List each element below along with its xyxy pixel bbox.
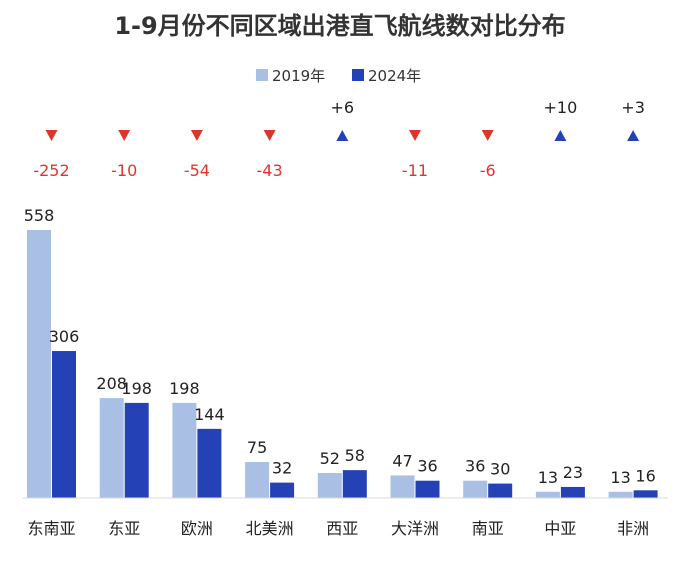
bar-series2-5: [342, 470, 367, 498]
bar-series1-3: [172, 402, 197, 498]
data-label-series1-8: 13: [538, 468, 558, 487]
legend-label-1: 2019年: [272, 67, 325, 85]
bar-series2-2: [124, 402, 149, 498]
change-label-1: -252: [33, 161, 69, 180]
bar-series1-7: [463, 480, 488, 498]
data-label-series2-5: 58: [345, 446, 365, 465]
bar-series2-8: [560, 486, 585, 498]
legend-label-2: 2024年: [368, 67, 421, 85]
bar-series2-6: [415, 480, 440, 498]
bar-series2-9: [633, 490, 658, 498]
change-indicators: -252 -10 -54 -43 +6 -11 -6 +10 +3: [33, 98, 645, 180]
chart-title: 1-9月份不同区域出港直飞航线数对比分布: [114, 12, 565, 40]
bar-series1-2: [99, 398, 124, 498]
bar-series2-7: [488, 483, 513, 498]
category-label-6: 大洋洲: [391, 519, 439, 538]
change-label-8: +10: [544, 98, 578, 117]
category-label-4: 北美洲: [246, 519, 294, 538]
change-label-4: -43: [257, 161, 283, 180]
data-label-series2-6: 36: [417, 457, 437, 476]
data-label-series1-6: 47: [392, 451, 412, 470]
data-label-series1-7: 36: [465, 457, 485, 476]
data-label-series2-4: 32: [272, 459, 292, 478]
legend-swatch-1: [256, 69, 268, 81]
decrease-arrow-icon: [481, 130, 494, 141]
bar-series1-9: [608, 491, 633, 498]
data-label-series2-1: 306: [49, 327, 80, 346]
increase-arrow-icon: [627, 130, 640, 141]
data-label-series1-9: 13: [610, 468, 630, 487]
bar-series1-4: [245, 461, 270, 498]
category-label-2: 东亚: [108, 519, 140, 538]
data-label-series2-7: 30: [490, 460, 510, 479]
increase-arrow-icon: [554, 130, 567, 141]
change-label-9: +3: [621, 98, 645, 117]
decrease-arrow-icon: [45, 130, 58, 141]
category-label-9: 非洲: [617, 519, 649, 538]
category-label-8: 中亚: [544, 519, 576, 538]
increase-arrow-icon: [336, 130, 349, 141]
bar-series1-1: [27, 230, 51, 498]
data-label-series2-8: 23: [563, 463, 583, 482]
bar-series2-3: [197, 428, 222, 498]
data-label-series1-2: 208: [96, 374, 127, 393]
change-label-6: -11: [402, 161, 428, 180]
bar-series1-8: [535, 491, 560, 498]
data-label-series1-4: 75: [247, 438, 267, 457]
category-label-3: 欧洲: [181, 519, 213, 538]
decrease-arrow-icon: [190, 130, 203, 141]
change-label-3: -54: [184, 161, 210, 180]
data-label-series2-3: 144: [194, 405, 225, 424]
data-label-series2-9: 16: [635, 466, 655, 485]
bar-series2-4: [270, 482, 295, 498]
bar-series1-6: [390, 475, 415, 498]
change-label-2: -10: [111, 161, 137, 180]
category-label-1: 东南亚: [27, 519, 75, 538]
change-label-5: +6: [331, 98, 355, 117]
bar-series1-5: [317, 473, 342, 498]
category-labels: 东南亚 东亚 欧洲 北美洲 西亚 大洋洲 南亚 中亚 非洲: [27, 519, 649, 538]
data-label-series1-3: 198: [169, 379, 200, 398]
decrease-arrow-icon: [409, 130, 421, 141]
data-label-series1-5: 52: [320, 449, 340, 468]
bar-series2-1: [52, 351, 76, 498]
category-label-7: 南亚: [472, 519, 504, 538]
data-label-series2-2: 198: [121, 379, 152, 398]
change-label-7: -6: [480, 161, 496, 180]
legend-swatch-2: [352, 69, 364, 81]
decrease-arrow-icon: [263, 130, 276, 141]
data-label-series1-1: 558: [24, 206, 55, 225]
decrease-arrow-icon: [118, 130, 131, 141]
category-label-5: 西亚: [326, 519, 358, 538]
legend: 2019年 2024年: [256, 67, 421, 85]
